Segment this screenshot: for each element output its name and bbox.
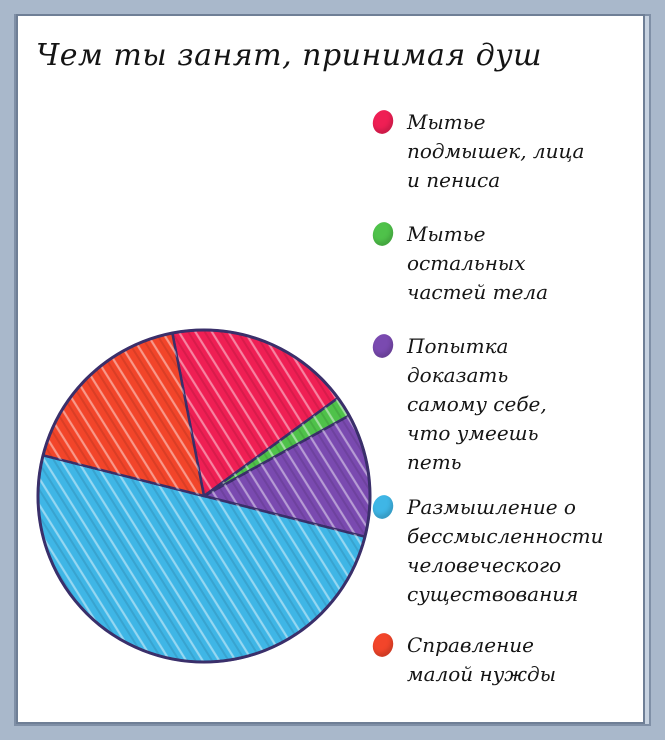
legend-swatch xyxy=(369,219,397,249)
legend-swatch xyxy=(369,331,397,361)
legend-item-4: Размышление о бессмысленности человеческ… xyxy=(369,492,623,609)
legend-label: Попытка доказать самому себе, что умеешь… xyxy=(407,334,547,474)
legend-item-2: Мытье остальных частей тела xyxy=(369,219,623,307)
legend-swatch xyxy=(369,492,397,522)
legend-item-5: Справление малой нужды xyxy=(369,630,623,689)
legend-label: Мытье подмышек, лица и пениса xyxy=(407,110,585,192)
whiteboard: Чем ты занят, принимая душ Мытье подмыше… xyxy=(16,14,645,724)
legend-swatch xyxy=(369,630,397,660)
pie-slice-texture-4 xyxy=(37,455,365,663)
pie-slice-texture-1 xyxy=(172,330,338,496)
legend-label: Размышление о бессмысленности человеческ… xyxy=(407,495,604,606)
pie-chart xyxy=(36,328,372,664)
legend-label: Мытье остальных частей тела xyxy=(407,222,549,304)
pie-slice-texture-5 xyxy=(43,333,204,496)
chart-title: Чем ты занят, принимая душ xyxy=(36,38,543,73)
pie-outline xyxy=(36,328,372,664)
legend-swatch xyxy=(369,107,397,137)
legend-item-1: Мытье подмышек, лица и пениса xyxy=(369,107,623,195)
legend-item-3: Попытка доказать самому себе, что умеешь… xyxy=(369,331,623,477)
legend-label: Справление малой нужды xyxy=(407,633,556,686)
pie-slice-texture-2 xyxy=(204,397,350,496)
